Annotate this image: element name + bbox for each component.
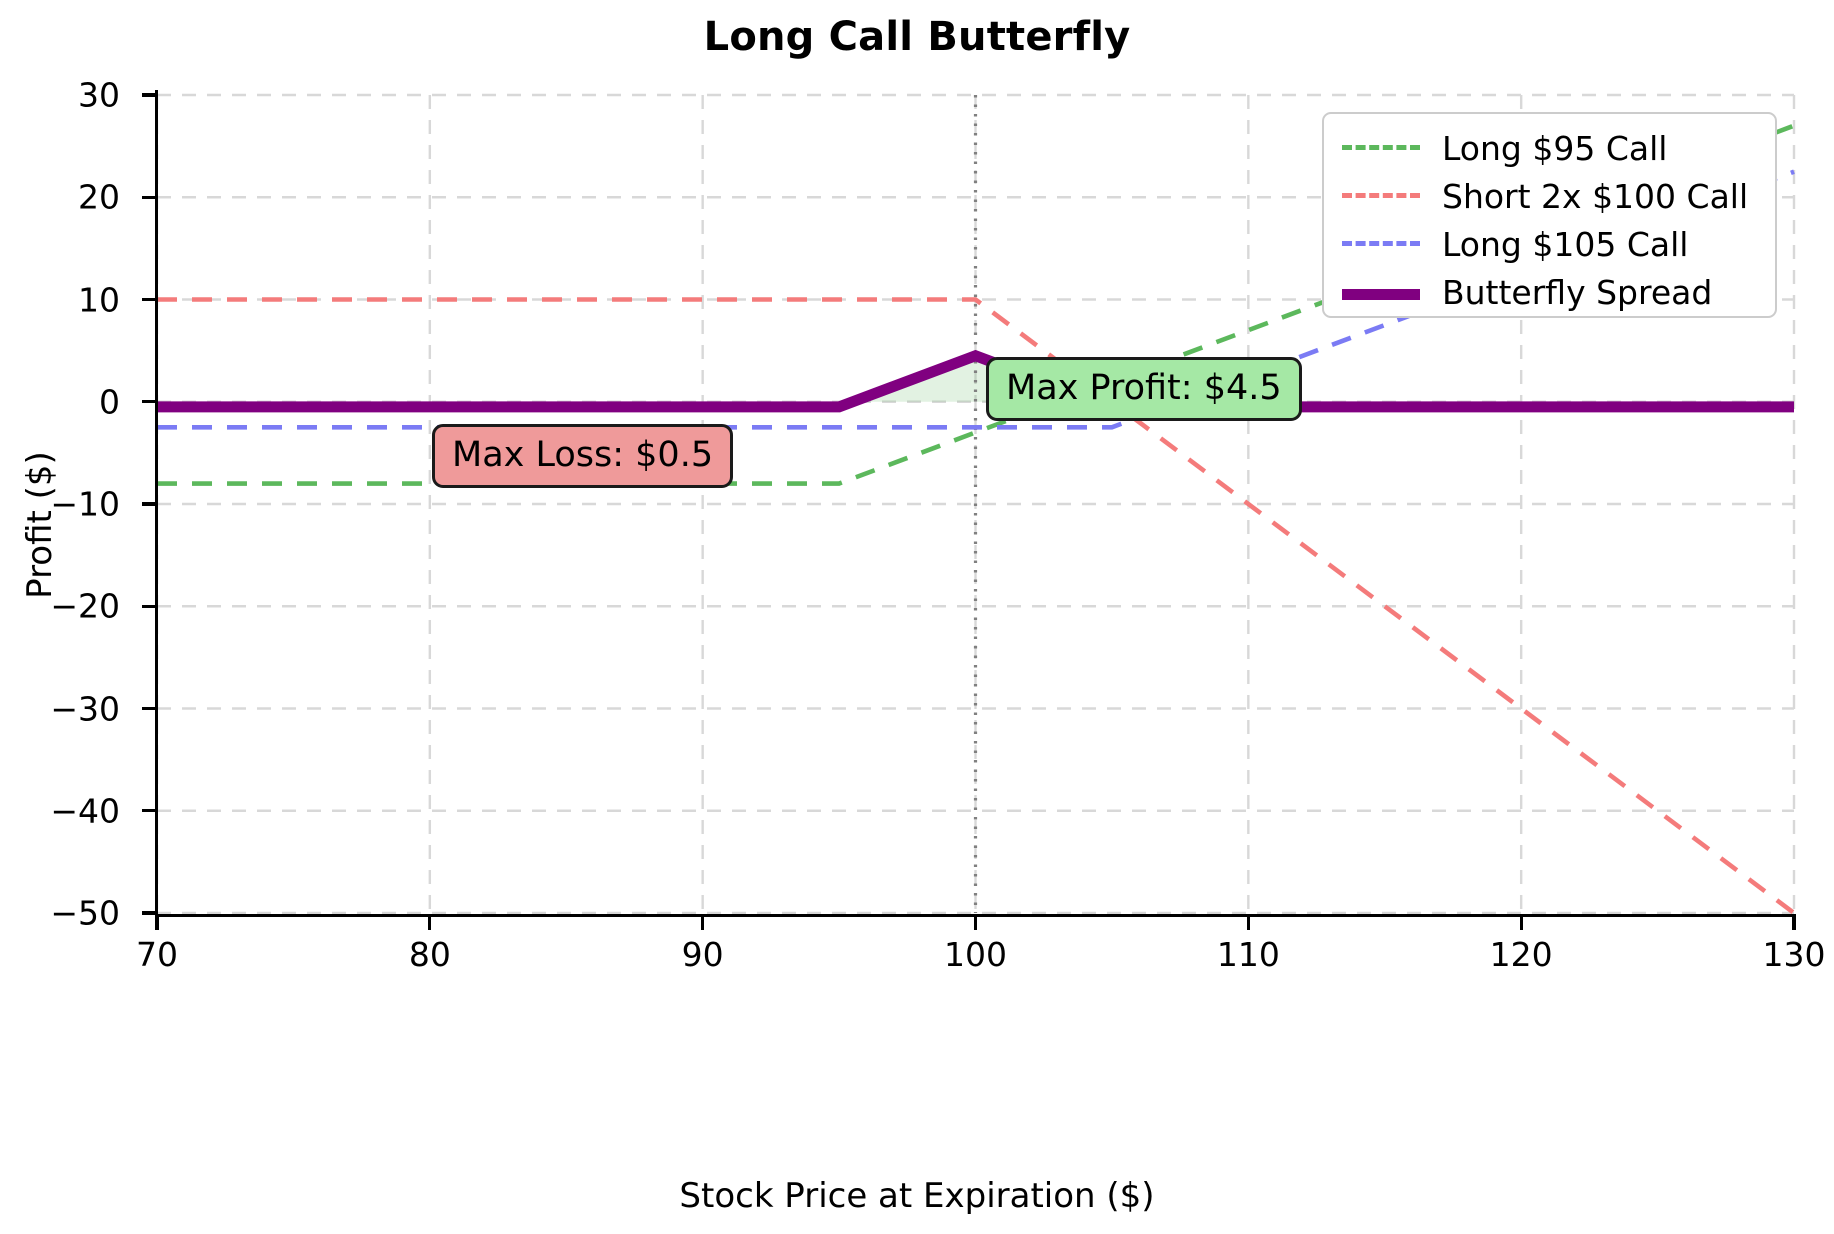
x-tick-mark	[1246, 917, 1250, 930]
y-tick-label: −40	[50, 791, 120, 831]
x-tick-label: 130	[1762, 935, 1826, 974]
y-tick-label: −50	[50, 893, 120, 933]
y-tick-mark	[142, 911, 155, 915]
legend-label: Butterfly Spread	[1442, 272, 1713, 312]
x-axis-label: Stock Price at Expiration ($)	[679, 1176, 1155, 1216]
legend-item-0[interactable]: Long $95 Call	[1324, 124, 1775, 172]
y-tick-mark	[142, 502, 155, 506]
x-tick-label: 100	[944, 935, 1007, 974]
legend-label: Long $105 Call	[1442, 224, 1689, 264]
x-axis-line	[155, 914, 1796, 918]
y-tick-label: −30	[50, 689, 120, 728]
legend-label: Short 2x $100 Call	[1442, 176, 1749, 216]
x-tick-mark	[701, 917, 705, 930]
x-tick-label: 70	[136, 935, 178, 974]
legend[interactable]: Long $95 Call Short 2x $100 Call Long $105…	[1322, 112, 1777, 318]
x-tick-label: 120	[1489, 935, 1553, 974]
x-tick-mark	[1519, 917, 1523, 930]
x-tick-mark	[428, 917, 432, 930]
annotation-max-loss: Max Loss: $0.5	[432, 424, 734, 488]
y-tick-mark	[142, 297, 155, 302]
y-axis-label: Profit ($)	[20, 451, 60, 599]
x-tick-mark	[1792, 917, 1796, 930]
y-axis-line	[155, 90, 159, 918]
x-tick-label: 90	[681, 935, 724, 974]
y-tick-mark	[142, 706, 155, 711]
y-tick-mark	[142, 93, 155, 97]
y-tick-mark	[142, 809, 155, 813]
legend-item-3[interactable]: Butterfly Spread	[1324, 268, 1775, 316]
annotation-max-profit: Max Profit: $4.5	[986, 357, 1302, 421]
y-tick-label: 0	[99, 382, 120, 422]
x-tick-label: 110	[1216, 935, 1280, 974]
y-tick-label: −20	[50, 586, 120, 626]
x-tick-label: 80	[408, 935, 451, 974]
y-tick-label: 30	[78, 75, 120, 115]
y-tick-label: −10	[50, 484, 120, 524]
chart-title: Long Call Butterfly	[703, 14, 1131, 60]
legend-item-1[interactable]: Short 2x $100 Call	[1324, 172, 1775, 220]
y-tick-mark	[142, 604, 155, 608]
x-tick-mark	[155, 917, 159, 930]
y-tick-label: 10	[78, 280, 120, 319]
y-tick-mark	[142, 195, 155, 199]
y-tick-label: 20	[78, 177, 120, 217]
x-tick-mark	[973, 917, 978, 930]
legend-item-2[interactable]: Long $105 Call	[1324, 220, 1775, 268]
legend-label: Long $95 Call	[1442, 128, 1668, 168]
y-tick-mark	[142, 400, 155, 404]
